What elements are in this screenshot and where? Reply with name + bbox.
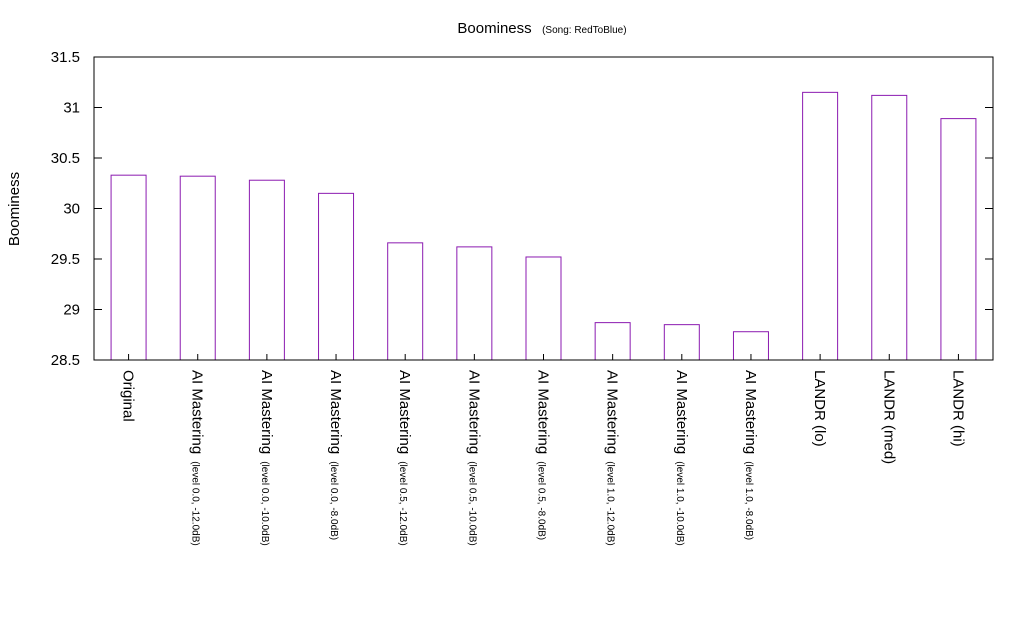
x-tick-label-name: AI Mastering [189, 370, 206, 454]
x-tick-label-name: AI Mastering [673, 370, 690, 454]
bar [248, 179, 285, 361]
y-tick-label: 29.5 [51, 251, 80, 268]
x-axis: Original AI Mastering (level 0.0, -12.0dB)… [120, 354, 966, 546]
chart-subtitle: (Song: RedToBlue) [542, 25, 627, 36]
y-tick-label: 31.5 [51, 49, 80, 66]
x-tick-label-name: LANDR (lo) [811, 370, 828, 447]
y-tick-label: 31 [63, 100, 80, 117]
y-axis-label: Boominess [6, 172, 23, 246]
chart-title-main: Boominess [457, 20, 531, 37]
bar [179, 175, 216, 361]
x-tick-label-name: Original [120, 370, 137, 422]
x-tick-label: Original [120, 370, 137, 422]
x-tick-label: LANDR (lo) [811, 370, 828, 447]
x-tick-label-name: AI Mastering [604, 370, 621, 454]
bar [456, 246, 493, 361]
x-tick-label-name: AI Mastering [396, 370, 413, 454]
bar [802, 91, 839, 361]
bar [110, 174, 147, 361]
x-tick-label: AI Mastering (level 0.0, -8.0dB) [327, 370, 344, 540]
bar [525, 256, 562, 361]
plot-frame [93, 56, 994, 361]
x-tick-label: AI Mastering (level 0.5, -8.0dB) [535, 370, 552, 540]
x-tick-label: AI Mastering (level 1.0, -8.0dB) [742, 370, 759, 540]
chart-title: Boominess (Song: RedToBlue) [457, 20, 626, 37]
x-tick-label: LANDR (med) [880, 370, 897, 464]
x-tick-label-name: AI Mastering [535, 370, 552, 454]
x-tick-label-detail: (level 0.0, -12.0dB) [190, 461, 201, 546]
y-axis: 28.5 29 29.5 30 30.5 31 31.5 [51, 49, 993, 369]
x-tick-label: AI Mastering (level 0.0, -10.0dB) [258, 370, 275, 546]
x-tick-label-detail: (level 0.0, -10.0dB) [259, 461, 270, 546]
y-tick-label: 28.5 [51, 352, 80, 369]
x-tick-label-name: AI Mastering [465, 370, 482, 454]
x-tick-label: AI Mastering (level 0.0, -12.0dB) [189, 370, 206, 546]
x-tick-label-detail: (level 0.5, -8.0dB) [536, 461, 547, 540]
x-tick-label-name: LANDR (hi) [949, 370, 966, 447]
x-tick-label: AI Mastering (level 1.0, -12.0dB) [604, 370, 621, 546]
x-tick-label-detail: (level 1.0, -10.0dB) [674, 461, 685, 546]
x-tick-label: LANDR (hi) [949, 370, 966, 447]
x-tick-label: AI Mastering (level 1.0, -10.0dB) [673, 370, 690, 546]
x-tick-label-name: AI Mastering [258, 370, 275, 454]
x-tick-label-detail: (level 1.0, -8.0dB) [743, 461, 754, 540]
x-tick-label-name: LANDR (med) [880, 370, 897, 464]
bar [387, 242, 424, 361]
x-tick-label: AI Mastering (level 0.5, -10.0dB) [465, 370, 482, 546]
x-tick-label-detail: (level 0.0, -8.0dB) [328, 461, 339, 540]
y-tick-label: 30 [63, 201, 80, 218]
y-tick-label: 30.5 [51, 150, 80, 167]
bar [871, 94, 908, 361]
x-tick-label-detail: (level 0.5, -12.0dB) [397, 461, 408, 546]
x-tick-label-detail: (level 0.5, -10.0dB) [466, 461, 477, 546]
x-tick-label: AI Mastering (level 0.5, -12.0dB) [396, 370, 413, 546]
x-tick-label-detail: (level 1.0, -12.0dB) [605, 461, 616, 546]
bars-group [110, 91, 977, 361]
bar [940, 118, 977, 361]
x-tick-label-name: AI Mastering [742, 370, 759, 454]
bar [318, 192, 355, 361]
x-tick-label-name: AI Mastering [327, 370, 344, 454]
y-tick-label: 29 [63, 302, 80, 319]
